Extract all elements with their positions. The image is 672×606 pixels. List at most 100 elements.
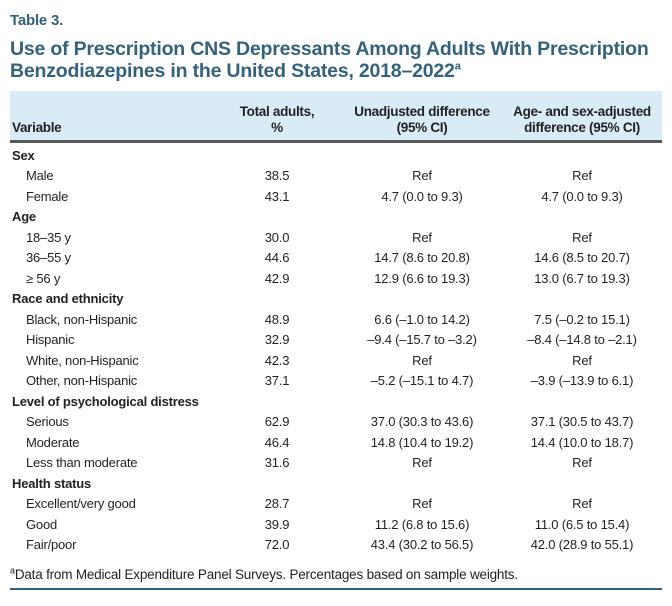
total-adults-value: 37.1 [264,373,290,389]
table-row-section-race: Race and ethnicity [10,289,662,310]
table-row: Fair/poor 72.0 43.4 (30.2 to 56.5) 42.0 … [10,535,662,556]
total-adults-value: 44.6 [264,250,290,266]
adjusted-value: 4.7 (0.0 to 9.3) [541,188,623,204]
table-row: Less than moderate 31.6 Ref Ref [10,453,662,474]
unadjusted-value: 4.7 (0.0 to 9.3) [381,188,463,204]
table-row: Black, non-Hispanic 48.9 6.6 (–1.0 to 14… [10,309,662,330]
table-row-section-distress: Level of psychological distress [10,391,662,412]
column-header-adjusted: Age- and sex-adjusted difference (95% CI… [502,104,662,140]
row-label: Fair/poor [26,537,77,553]
unadjusted-value: 11.2 (6.8 to 15.6) [374,516,470,532]
table-row: Good 39.9 11.2 (6.8 to 15.6) 11.0 (6.5 t… [10,514,662,535]
table-title-footnote-marker: a [454,60,461,72]
table-row: 18–35 y 30.0 Ref Ref [10,227,662,248]
total-adults-value: 30.0 [264,229,290,245]
table-number-label: Table 3. [10,12,64,29]
table-row-section-sex: Sex [10,145,662,166]
adjusted-value: –3.9 (–13.9 to 6.1) [530,373,634,389]
row-label: White, non-Hispanic [26,352,139,368]
total-adults-value: 46.4 [264,434,290,450]
column-header-unadjusted-line1: Unadjusted difference [354,104,490,119]
adjusted-value: 14.6 (8.5 to 20.7) [534,250,630,266]
table-row: White, non-Hispanic 42.3 Ref Ref [10,350,662,371]
table-title: Use of Prescription CNS Depressants Amon… [10,38,662,82]
adjusted-value: Ref [572,168,592,184]
column-header-total-line2: % [271,120,283,135]
unadjusted-value: Ref [412,229,432,245]
column-header-unadjusted-line2: (95% CI) [396,120,448,135]
column-header-total-line1: Total adults, [239,104,315,119]
row-label: Black, non-Hispanic [26,311,138,327]
row-label: Less than moderate [26,455,138,471]
total-adults-value: 42.9 [264,270,290,286]
table-row: Hispanic 32.9 –9.4 (–15.7 to –3.2) –8.4 … [10,330,662,351]
adjusted-value: Ref [572,229,592,245]
section-header: Race and ethnicity [12,291,124,307]
row-label: Serious [26,414,69,430]
unadjusted-value: Ref [412,455,432,471]
table-row: Serious 62.9 37.0 (30.3 to 43.6) 37.1 (3… [10,412,662,433]
unadjusted-value: 6.6 (–1.0 to 14.2) [374,311,470,327]
total-adults-value: 72.0 [264,537,290,553]
table-row: Moderate 46.4 14.8 (10.4 to 19.2) 14.4 (… [10,432,662,453]
row-label: Excellent/very good [26,496,136,512]
column-header-adjusted-line2: difference (95% CI) [524,120,640,135]
table-header-row: Variable Total adults, % Unadjusted diff… [10,91,662,143]
row-label: Other, non-Hispanic [26,373,138,389]
adjusted-value: Ref [572,455,592,471]
row-label: Moderate [26,434,80,450]
adjusted-value: 14.4 (10.0 to 18.7) [530,434,634,450]
adjusted-value: 37.1 (30.5 to 43.7) [530,414,634,430]
table-row: Excellent/very good 28.7 Ref Ref [10,494,662,515]
table-row: ≥ 56 y 42.9 12.9 (6.6 to 19.3) 13.0 (6.7… [10,268,662,289]
row-label: Male [26,168,54,184]
unadjusted-value: 14.8 (10.4 to 19.2) [370,434,474,450]
total-adults-value: 32.9 [264,332,290,348]
total-adults-value: 38.5 [264,168,290,184]
footnote-marker: a [10,565,15,576]
adjusted-value: 7.5 (–0.2 to 15.1) [534,311,630,327]
column-header-variable: Variable [12,120,62,135]
column-header-unadjusted: Unadjusted difference (95% CI) [342,104,502,140]
unadjusted-value: 14.7 (8.6 to 20.8) [374,250,470,266]
adjusted-value: 13.0 (6.7 to 19.3) [534,270,630,286]
total-adults-value: 62.9 [264,414,290,430]
table-row: Female 43.1 4.7 (0.0 to 9.3) 4.7 (0.0 to… [10,186,662,207]
row-label: 18–35 y [26,229,71,245]
total-adults-value: 39.9 [264,516,290,532]
unadjusted-value: Ref [412,352,432,368]
row-label: 36–55 y [26,250,71,266]
section-header: Level of psychological distress [12,393,199,409]
table-row-section-age: Age [10,207,662,228]
unadjusted-value: 37.0 (30.3 to 43.6) [370,414,474,430]
adjusted-value: Ref [572,352,592,368]
table-row: Male 38.5 Ref Ref [10,166,662,187]
unadjusted-value: –9.4 (–15.7 to –3.2) [367,332,477,348]
total-adults-value: 28.7 [264,496,290,512]
unadjusted-value: 12.9 (6.6 to 19.3) [374,270,470,286]
row-label: ≥ 56 y [26,270,61,286]
footnote-text: Data from Medical Expenditure Panel Surv… [14,567,518,582]
table-row: 36–55 y 44.6 14.7 (8.6 to 20.8) 14.6 (8.… [10,248,662,269]
section-header: Health status [12,475,92,491]
total-adults-value: 42.3 [264,352,290,368]
adjusted-value: 42.0 (28.9 to 55.1) [530,537,634,553]
total-adults-value: 43.1 [264,188,290,204]
adjusted-value: 11.0 (6.5 to 15.4) [534,516,630,532]
section-header: Sex [12,147,35,163]
table-row-section-health: Health status [10,473,662,494]
table-footnote: aData from Medical Expenditure Panel Sur… [10,566,662,583]
unadjusted-value: 43.4 (30.2 to 56.5) [370,537,474,553]
bottom-rule-divider [10,588,662,590]
total-adults-value: 48.9 [264,311,290,327]
row-label: Hispanic [26,332,75,348]
column-header-total-adults: Total adults, % [212,104,342,140]
row-label: Female [26,188,69,204]
row-label: Good [26,516,58,532]
table-title-text: Use of Prescription CNS Depressants Amon… [10,38,649,82]
unadjusted-value: Ref [412,496,432,512]
unadjusted-value: –5.2 (–15.1 to 4.7) [370,373,474,389]
column-header-adjusted-line1: Age- and sex-adjusted [513,104,651,119]
unadjusted-value: Ref [412,168,432,184]
adjusted-value: –8.4 (–14.8 to –2.1) [527,332,637,348]
